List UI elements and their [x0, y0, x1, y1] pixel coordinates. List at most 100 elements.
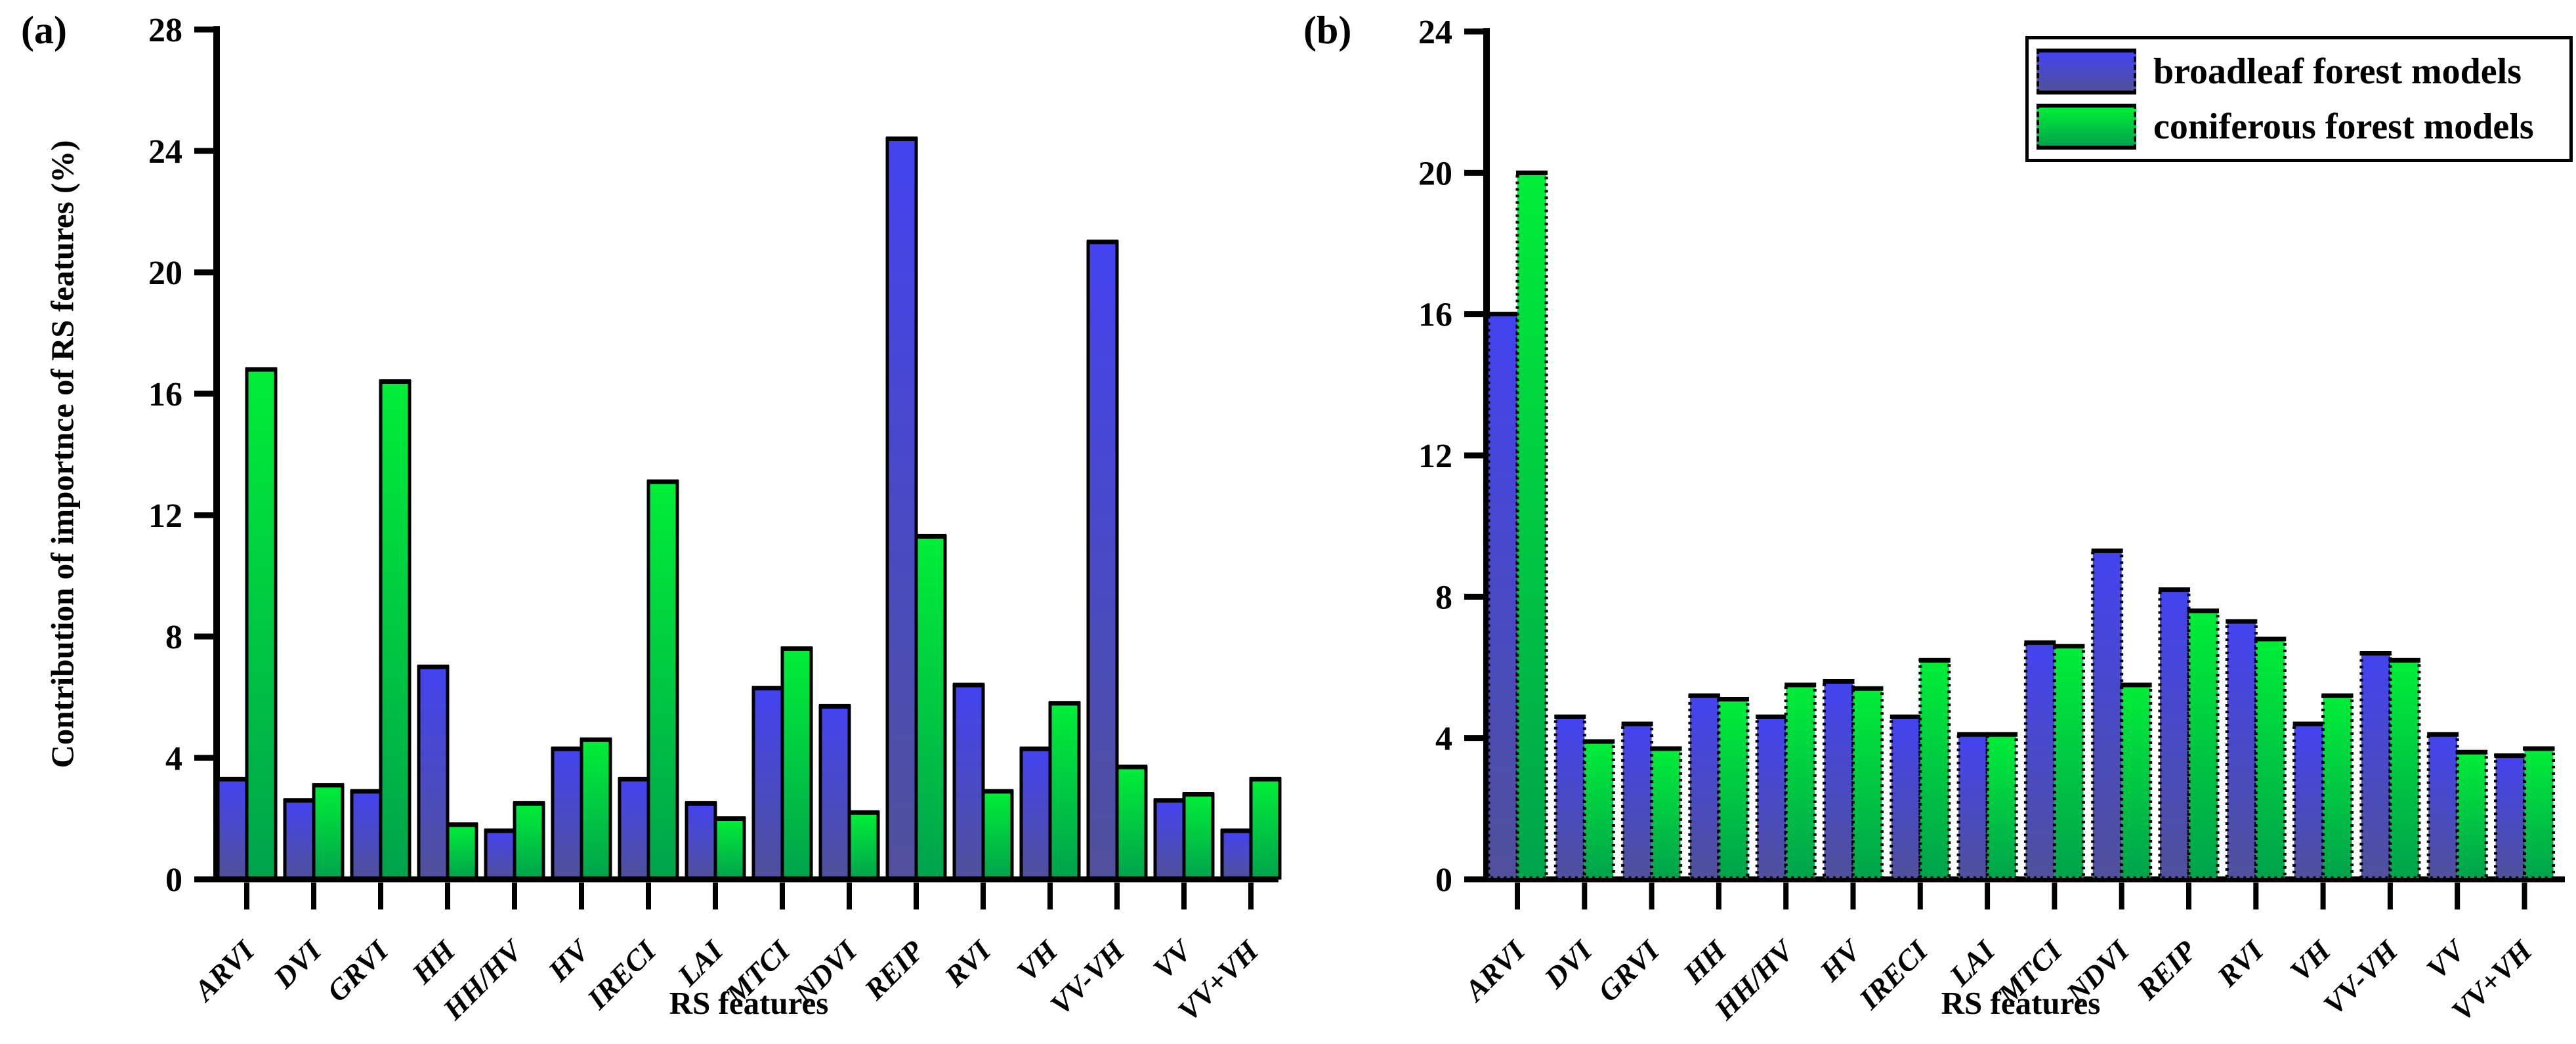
legend-label-broadleaf: broadleaf forest models [2153, 51, 2522, 92]
bar-HV-broadleaf [1823, 680, 1855, 880]
panel-b-x-axis-title: RS features [1941, 985, 2101, 1021]
bar-REIP-broadleaf [885, 137, 918, 880]
x-category-label: RVI [2210, 934, 2270, 993]
panel-a-x-axis-title: RS features [669, 985, 829, 1021]
x-category-label: ARVI [1457, 934, 1532, 1009]
x-category-label: VV-VH [2317, 933, 2405, 1021]
legend: broadleaf forest models coniferous fores… [2025, 36, 2573, 162]
legend-item-broadleaf: broadleaf forest models [2037, 45, 2569, 98]
panel-a-letter: (a) [21, 9, 67, 52]
bar-VH-broadleaf [1019, 747, 1052, 880]
y-tick-label: 16 [148, 376, 182, 413]
bar-REIP-broadleaf [2158, 588, 2191, 880]
bar-GRVI-broadleaf [1621, 722, 1654, 880]
bar-LAI-broadleaf [685, 801, 717, 880]
bar-RVI-coniferous [2254, 637, 2287, 880]
y-tick-label: 0 [1435, 862, 1452, 899]
bar-HH/HV-coniferous [513, 801, 545, 880]
y-tick-label: 8 [1435, 579, 1452, 616]
bar-VV-coniferous [1182, 793, 1215, 880]
y-tick-label: 0 [165, 862, 182, 899]
bar-VV-broadleaf [1153, 799, 1186, 880]
bar-LAI-coniferous [713, 817, 746, 880]
x-category-label: VH [1011, 933, 1065, 988]
bar-RVI-broadleaf [2225, 619, 2258, 880]
bar-VH-broadleaf [2292, 722, 2325, 880]
panel-a-y-axis-title: Contribution of importnce of RS features… [44, 140, 81, 768]
bar-HH/HV-broadleaf [484, 829, 517, 880]
y-tick-label: 24 [1418, 14, 1452, 51]
y-tick-label: 28 [148, 12, 182, 49]
x-category-label: HH [1676, 933, 1733, 990]
bar-NDVI-broadleaf [2091, 549, 2124, 880]
bar-GRVI-coniferous [1650, 747, 1683, 880]
bar-ARVI-broadleaf [1487, 312, 1519, 880]
bar-VV+VH-coniferous [2523, 747, 2555, 880]
y-tick-label: 8 [165, 619, 182, 656]
bar-DVI-coniferous [312, 783, 345, 880]
bar-VV-VH-coniferous [1115, 765, 1148, 880]
x-category-label: DVI [266, 934, 328, 995]
x-category-label: HV [541, 932, 597, 988]
y-tick-label: 4 [1435, 720, 1452, 758]
bar-HV-broadleaf [551, 747, 583, 880]
bar-HH-coniferous [446, 823, 478, 880]
x-category-label: HH [406, 933, 463, 990]
x-category-label: RVI [938, 934, 998, 993]
bar-ARVI-coniferous [245, 367, 278, 880]
bar-VV+VH-broadleaf [1220, 829, 1253, 880]
bar-HH-broadleaf [417, 665, 450, 880]
legend-swatch-coniferous-icon [2037, 104, 2136, 150]
bar-RVI-coniferous [981, 789, 1014, 880]
y-tick-label: 4 [165, 740, 182, 778]
legend-swatch-broadleaf-icon [2037, 48, 2136, 94]
bar-IRECI-coniferous [1918, 658, 1951, 880]
bar-HH-coniferous [1717, 697, 1750, 880]
bar-VV-VH-broadleaf [2359, 651, 2392, 880]
x-category-label: HH/HV [1708, 932, 1802, 1026]
legend-item-coniferous: coniferous forest models [2037, 100, 2569, 153]
bar-RVI-broadleaf [952, 683, 985, 880]
bar-HV-coniferous [1851, 686, 1884, 880]
bar-VH-coniferous [2321, 694, 2354, 880]
bar-NDVI-broadleaf [818, 704, 851, 880]
bar-REIP-coniferous [914, 534, 947, 880]
bar-VV+VH-coniferous [1249, 777, 1282, 880]
bar-NDVI-coniferous [2120, 683, 2153, 880]
y-tick-label: 24 [148, 133, 182, 171]
x-category-label: GRVI [320, 934, 395, 1009]
x-category-label: ARVI [186, 934, 261, 1009]
bar-IRECI-coniferous [646, 480, 679, 880]
bar-VH-coniferous [1048, 701, 1081, 880]
bar-GRVI-coniferous [379, 380, 412, 880]
bar-HH/HV-coniferous [1784, 683, 1817, 880]
x-category-label: VV-VH [1044, 933, 1131, 1021]
x-category-label: HV [1813, 932, 1869, 988]
bar-DVI-broadleaf [1553, 715, 1586, 880]
y-tick-label: 20 [1418, 155, 1452, 192]
bar-LAI-coniferous [1985, 732, 2018, 880]
y-tick-label: 16 [1418, 297, 1452, 334]
bar-MTCI-coniferous [2052, 644, 2085, 880]
bar-DVI-coniferous [1582, 740, 1615, 880]
bar-VV-VH-coniferous [2388, 658, 2421, 880]
bar-VV+VH-broadleaf [2494, 754, 2526, 880]
x-category-label: VV [1147, 932, 1200, 986]
panel-b-letter: (b) [1303, 9, 1352, 52]
bar-ARVI-broadleaf [216, 777, 249, 880]
bar-HH-broadleaf [1688, 694, 1721, 880]
bar-VV-VH-broadleaf [1086, 240, 1119, 880]
bar-MTCI-broadleaf [751, 686, 784, 880]
x-category-label: VH [2283, 933, 2338, 988]
bar-HH/HV-broadleaf [1755, 715, 1788, 880]
bar-DVI-broadleaf [283, 799, 316, 880]
bar-REIP-coniferous [2187, 609, 2220, 880]
bar-GRVI-broadleaf [350, 789, 383, 880]
x-category-label: VV [2420, 932, 2473, 986]
bar-NDVI-coniferous [847, 810, 880, 880]
bar-ARVI-coniferous [1515, 171, 1548, 880]
y-tick-label: 20 [148, 255, 182, 292]
